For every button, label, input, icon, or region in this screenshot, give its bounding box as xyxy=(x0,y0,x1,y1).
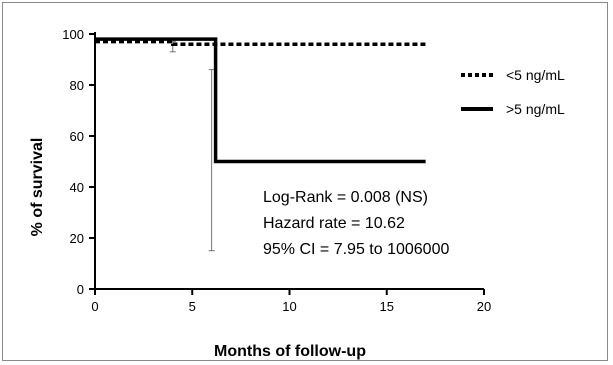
annotation-log-rank: Log-Rank = 0.008 (NS) xyxy=(263,189,428,206)
x-tick-label: 0 xyxy=(91,299,98,314)
legend: <5 ng/mL >5 ng/mL xyxy=(461,67,565,117)
y-tick-label: 20 xyxy=(70,231,84,246)
y-tick-label: 0 xyxy=(77,282,84,297)
x-tick-label: 20 xyxy=(477,299,491,314)
x-tick-label: 10 xyxy=(282,299,296,314)
y-tick-label: 60 xyxy=(70,129,84,144)
legend-label-gt5: >5 ng/mL xyxy=(506,101,565,117)
x-tick-label: 15 xyxy=(380,299,394,314)
series-group xyxy=(95,37,426,164)
y-axis-title: % of survival xyxy=(29,138,46,237)
annotation-hazard-rate: Hazard rate = 10.62 xyxy=(263,215,405,232)
y-tick-label: 100 xyxy=(62,27,84,42)
x-axis-title: Months of follow-up xyxy=(214,343,366,360)
error-bar-group xyxy=(169,41,215,252)
series-line-gt5 xyxy=(95,37,426,164)
x-tick-label: 5 xyxy=(189,299,196,314)
tick-group: 0 20 40 60 80 100 0 5 10 15 20 xyxy=(62,27,491,314)
stats-annotation: Log-Rank = 0.008 (NS) Hazard rate = 10.6… xyxy=(263,189,449,258)
chart-frame xyxy=(2,2,608,361)
y-tick-label: 40 xyxy=(70,180,84,195)
series-line-lt5 xyxy=(95,39,426,46)
annotation-confidence-interval: 95% CI = 7.95 to 1006000 xyxy=(263,241,449,258)
y-tick-label: 80 xyxy=(70,78,84,93)
legend-label-lt5: <5 ng/mL xyxy=(506,67,565,83)
